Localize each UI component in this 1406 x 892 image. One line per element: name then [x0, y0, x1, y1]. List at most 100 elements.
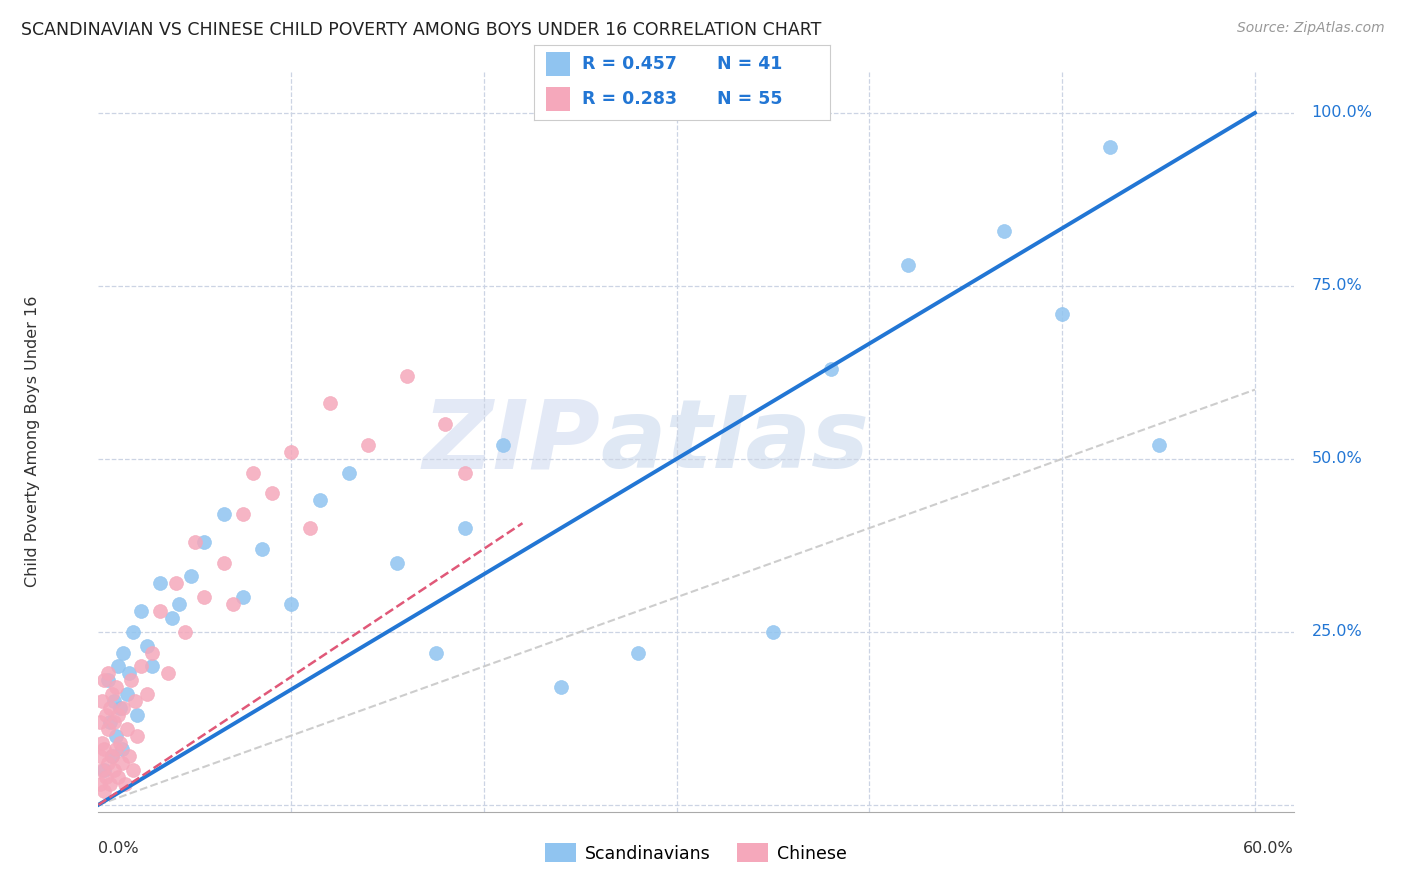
- Point: [125, 707, 148, 722]
- Point: [174, 624, 197, 639]
- Point: [762, 624, 785, 639]
- Point: [91, 735, 114, 749]
- Text: N = 41: N = 41: [717, 55, 783, 73]
- Point: [122, 763, 145, 777]
- Point: [101, 687, 124, 701]
- Point: [97, 722, 120, 736]
- Text: 100.0%: 100.0%: [1312, 105, 1372, 120]
- Point: [1147, 438, 1170, 452]
- Legend: Scandinavians, Chinese: Scandinavians, Chinese: [538, 837, 853, 870]
- Point: [89, 714, 111, 729]
- Text: Source: ZipAtlas.com: Source: ZipAtlas.com: [1237, 21, 1385, 35]
- Point: [434, 417, 457, 432]
- Point: [193, 591, 215, 605]
- Point: [91, 694, 114, 708]
- Point: [993, 223, 1015, 237]
- Point: [135, 639, 157, 653]
- Text: 60.0%: 60.0%: [1243, 841, 1294, 856]
- Point: [425, 646, 447, 660]
- Point: [156, 666, 179, 681]
- Point: [93, 673, 115, 688]
- Point: [94, 770, 117, 784]
- Point: [252, 541, 274, 556]
- Point: [1099, 140, 1122, 154]
- Point: [91, 763, 114, 777]
- Point: [492, 438, 515, 452]
- Point: [101, 749, 124, 764]
- Point: [129, 659, 152, 673]
- Point: [124, 694, 146, 708]
- Point: [107, 707, 129, 722]
- Bar: [546, 87, 569, 112]
- Point: [232, 507, 254, 521]
- Point: [97, 756, 120, 771]
- Point: [141, 646, 163, 660]
- Point: [89, 777, 111, 791]
- Point: [120, 673, 142, 688]
- Point: [212, 556, 235, 570]
- Point: [110, 742, 132, 756]
- Point: [627, 646, 650, 660]
- Point: [93, 763, 115, 777]
- Point: [222, 597, 245, 611]
- Text: 50.0%: 50.0%: [1312, 451, 1362, 467]
- Point: [820, 362, 842, 376]
- Text: 0.0%: 0.0%: [98, 841, 139, 856]
- Point: [107, 770, 129, 784]
- Point: [117, 722, 139, 736]
- Point: [93, 784, 115, 798]
- Point: [385, 556, 409, 570]
- Text: R = 0.457: R = 0.457: [582, 55, 676, 73]
- Point: [94, 707, 117, 722]
- Text: 25.0%: 25.0%: [1312, 624, 1362, 640]
- Point: [165, 576, 187, 591]
- Point: [118, 749, 141, 764]
- Point: [110, 756, 132, 771]
- Point: [114, 777, 136, 791]
- Point: [93, 742, 115, 756]
- Point: [309, 493, 332, 508]
- Point: [112, 646, 135, 660]
- Point: [395, 368, 418, 383]
- Point: [103, 694, 125, 708]
- Text: R = 0.283: R = 0.283: [582, 90, 676, 108]
- Point: [108, 701, 131, 715]
- Point: [117, 687, 139, 701]
- Point: [108, 735, 131, 749]
- Point: [98, 777, 121, 791]
- Point: [180, 569, 202, 583]
- Point: [232, 591, 254, 605]
- Point: [1050, 306, 1073, 320]
- Text: SCANDINAVIAN VS CHINESE CHILD POVERTY AMONG BOYS UNDER 16 CORRELATION CHART: SCANDINAVIAN VS CHINESE CHILD POVERTY AM…: [21, 21, 821, 38]
- Point: [149, 576, 172, 591]
- Point: [125, 729, 148, 743]
- Point: [280, 445, 302, 459]
- Bar: [546, 52, 569, 77]
- Point: [550, 680, 572, 694]
- Point: [897, 258, 920, 272]
- Point: [160, 611, 183, 625]
- Point: [453, 466, 475, 480]
- Point: [184, 534, 207, 549]
- Point: [89, 749, 111, 764]
- Text: N = 55: N = 55: [717, 90, 783, 108]
- Point: [357, 438, 380, 452]
- Point: [242, 466, 264, 480]
- Text: 75.0%: 75.0%: [1312, 278, 1362, 293]
- Point: [149, 604, 172, 618]
- Point: [260, 486, 283, 500]
- Point: [101, 749, 124, 764]
- Point: [319, 396, 342, 410]
- Point: [98, 701, 121, 715]
- Point: [118, 666, 141, 681]
- Point: [135, 687, 157, 701]
- Point: [104, 729, 127, 743]
- Point: [299, 521, 322, 535]
- Point: [98, 714, 121, 729]
- Point: [103, 763, 125, 777]
- Point: [337, 466, 360, 480]
- Point: [212, 507, 235, 521]
- Point: [193, 534, 215, 549]
- Point: [141, 659, 163, 673]
- Point: [129, 604, 152, 618]
